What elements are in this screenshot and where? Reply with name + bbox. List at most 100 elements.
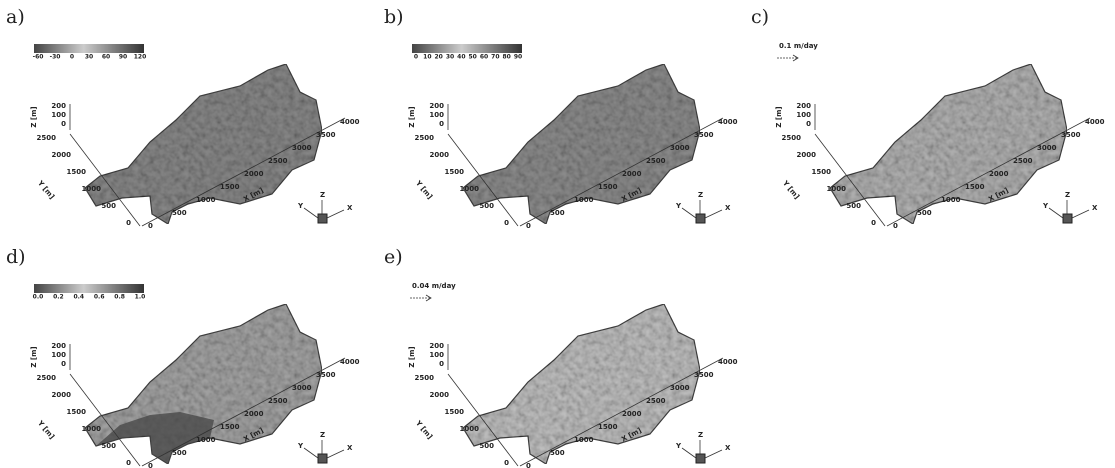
x-tick: 1500	[965, 183, 985, 191]
x-tick: 2000	[244, 170, 264, 178]
triad-x	[327, 210, 344, 218]
x-tick: 2500	[1013, 157, 1033, 165]
triad-y	[682, 208, 696, 218]
colorbar-tick: 60	[480, 54, 488, 61]
y-tick: 1000	[82, 185, 102, 193]
triad-label: Y	[1042, 202, 1049, 210]
x-tick: 0	[526, 462, 531, 468]
z-tick: 200	[51, 342, 66, 350]
y-tick: 1500	[445, 408, 465, 416]
triad-y	[1049, 208, 1063, 218]
triad-cube	[318, 214, 327, 223]
y-tick: 2000	[430, 151, 450, 159]
colorbar-tick: 120	[134, 54, 147, 61]
colorbar-tick: 80	[502, 54, 510, 61]
z-tick: 0	[61, 120, 66, 128]
x-tick: 4000	[1085, 118, 1105, 126]
z-tick: 100	[51, 111, 66, 119]
colorbar-tick: 1.0	[135, 294, 146, 301]
arrow-label: 0.1 m/day	[779, 42, 818, 50]
x-tick: 3500	[694, 371, 714, 379]
z-tick: 0	[439, 120, 444, 128]
x-tick: 1000	[196, 436, 216, 444]
colorbar-tick: 0.6	[94, 294, 105, 301]
y-tick: 1500	[812, 168, 832, 176]
y-tick: 500	[479, 202, 494, 210]
y-label: Y [m]	[35, 179, 55, 201]
colorbar-tick: 0.4	[73, 294, 84, 301]
arrow-label: 0.04 m/day	[412, 282, 456, 290]
colorbar-tick: 0.0	[33, 294, 44, 301]
colorbar	[34, 44, 144, 53]
y-tick: 0	[871, 219, 876, 227]
colorbar-tick: 70	[491, 54, 499, 61]
y-tick: 500	[479, 442, 494, 450]
y-tick: 1000	[460, 425, 480, 433]
triad-label: Y	[675, 442, 682, 450]
x-tick: 2000	[244, 410, 264, 418]
colorbar-tick: -30	[50, 54, 61, 61]
panel-label: c)	[751, 6, 769, 28]
colorbar-tick: 40	[457, 54, 465, 61]
y-label: Y [m]	[780, 179, 800, 201]
colorbar-tick: 0	[70, 54, 74, 61]
panel: a)-60-3003060901202001000Z [m]2500200015…	[6, 6, 360, 230]
x-tick: 500	[917, 209, 932, 217]
panel-label: b)	[384, 6, 404, 28]
y-label: Y [m]	[413, 419, 433, 441]
y-tick: 2500	[415, 134, 435, 142]
triad-label: Y	[297, 202, 304, 210]
x-tick: 0	[526, 222, 531, 230]
panel-label: e)	[384, 246, 403, 268]
x-tick: 1500	[598, 183, 618, 191]
x-tick: 2500	[646, 397, 666, 405]
y-tick: 500	[846, 202, 861, 210]
x-tick: 1000	[941, 196, 961, 204]
x-tick: 3500	[316, 371, 336, 379]
z-tick: 200	[429, 102, 444, 110]
colorbar-tick: 10	[423, 54, 431, 61]
triad-x	[705, 450, 722, 458]
x-tick: 1500	[598, 423, 618, 431]
triad-label: X	[725, 444, 731, 452]
triad-cube	[318, 454, 327, 463]
triad-y	[304, 448, 318, 458]
z-label: Z [m]	[30, 106, 38, 127]
x-tick: 1000	[196, 196, 216, 204]
x-tick: 1500	[220, 423, 240, 431]
y-tick: 2500	[37, 374, 57, 382]
z-tick: 100	[51, 351, 66, 359]
colorbar-tick: 90	[119, 54, 127, 61]
z-label: Z [m]	[775, 106, 783, 127]
colorbar-tick: 30	[446, 54, 454, 61]
triad-label: Z	[320, 191, 325, 199]
z-label: Z [m]	[408, 106, 416, 127]
triad-y	[304, 208, 318, 218]
x-tick: 4000	[718, 358, 738, 366]
colorbar	[412, 44, 522, 53]
y-tick: 1500	[67, 408, 87, 416]
x-tick: 500	[550, 209, 565, 217]
x-tick: 500	[550, 449, 565, 457]
x-tick: 0	[893, 222, 898, 230]
panel-label: a)	[6, 6, 25, 28]
triad-label: X	[347, 444, 353, 452]
x-tick: 1000	[574, 436, 594, 444]
x-tick: 3000	[292, 144, 312, 152]
colorbar-tick: 60	[102, 54, 110, 61]
y-tick: 2500	[37, 134, 57, 142]
colorbar-tick: 0.8	[114, 294, 125, 301]
colorbar-tick: 50	[468, 54, 476, 61]
triad-cube	[1063, 214, 1072, 223]
z-tick: 100	[796, 111, 811, 119]
y-tick: 0	[504, 459, 509, 467]
x-tick: 4000	[718, 118, 738, 126]
colorbar	[34, 284, 144, 293]
x-tick: 2000	[622, 170, 642, 178]
triad-x	[1072, 210, 1089, 218]
z-tick: 100	[429, 111, 444, 119]
y-label: Y [m]	[413, 179, 433, 201]
z-tick: 200	[796, 102, 811, 110]
y-tick: 2000	[797, 151, 817, 159]
